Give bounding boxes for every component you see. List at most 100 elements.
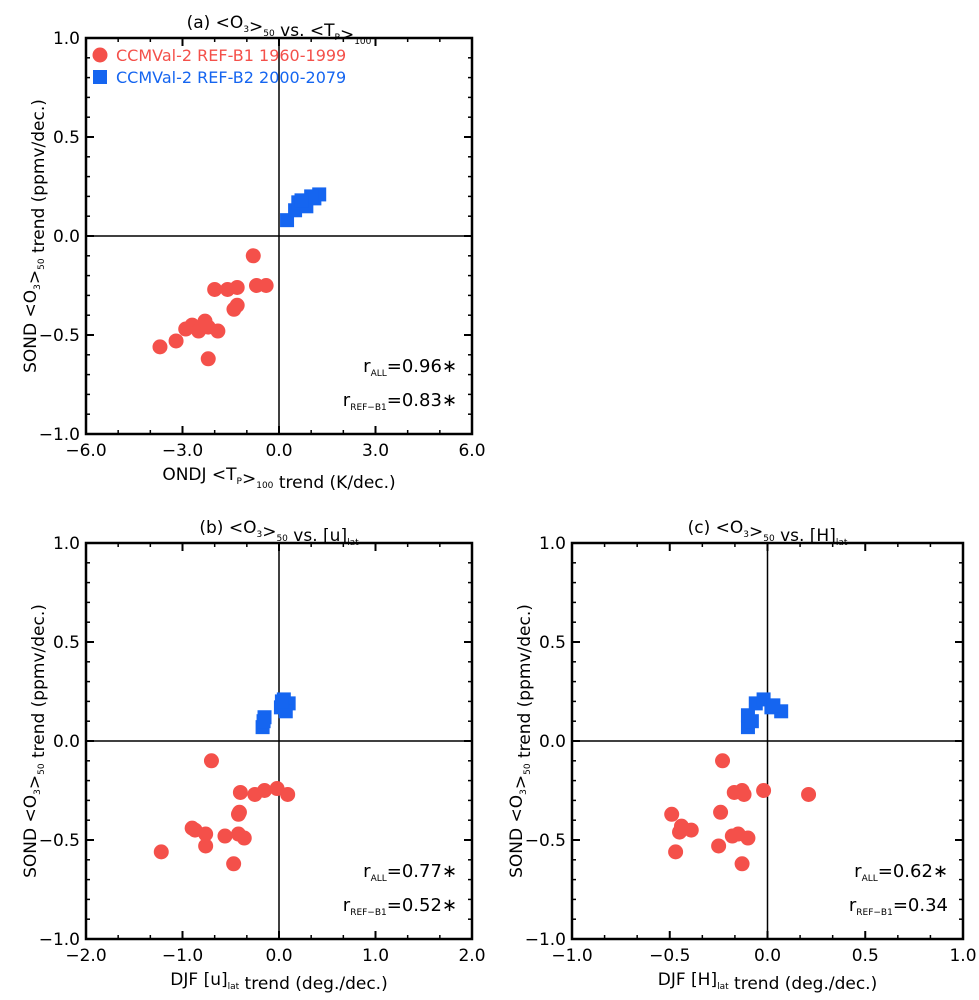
- y-axis-label-a-suffix: trend (ppmv/dec.): [29, 99, 49, 258]
- y-axis-label-b-mid: >: [25, 775, 45, 789]
- x-tick-label: 0.0: [265, 946, 292, 966]
- point-ref-b1: [236, 830, 252, 846]
- point-ref-b1: [217, 828, 233, 844]
- y-axis-label-c-prefix: SOND <O: [507, 795, 527, 878]
- point-ref-b1: [801, 786, 817, 802]
- panel-b: −2.0 −1.0 0.0 1.0 2.0−1.0−0.50.00.51.0(b) <O…: [21, 518, 486, 994]
- x-tick-label: 3.0: [362, 441, 389, 461]
- y-tick-label: −0.5: [525, 831, 566, 851]
- x-axis-label-a-mid: >: [242, 469, 256, 489]
- point-ref-b1: [668, 844, 684, 860]
- chart-title-c-sub1: 3: [743, 530, 749, 540]
- point-ref-b1: [736, 786, 752, 802]
- panel-c: −1.0 −0.5 0.0 0.5 1.0 −1.0 −0.5 0.0 0.5 1.0 (c) <O…: [507, 518, 977, 994]
- chart-title-a-sub1: 3: [243, 25, 249, 35]
- point-ref-b2: [744, 714, 759, 729]
- point-ref-b1: [683, 822, 699, 838]
- chart-title-a-mid2: >: [340, 25, 354, 45]
- y-tick-label: −1.0: [525, 930, 566, 950]
- point-ref-b1: [203, 753, 219, 769]
- legend-label: CCMVal-2 REF-B2 2000-2079: [116, 68, 346, 87]
- stat-0: rALL=0.62∗: [854, 861, 948, 884]
- x-axis-label-b-suffix: trend (deg./dec.): [239, 974, 388, 994]
- chart-title-c-sub2: 50: [763, 534, 775, 544]
- point-ref-b2: [294, 193, 309, 208]
- point-ref-b1: [152, 339, 168, 355]
- chart-title-b-sub1: 3: [256, 530, 262, 540]
- y-axis-label-c-suffix: trend (ppmv/dec.): [515, 604, 535, 763]
- x-axis-label-a-prefix: ONDJ <T: [162, 465, 237, 485]
- y-tick-label: 0.5: [539, 633, 566, 653]
- x-tick-label: 0.5: [852, 946, 879, 966]
- y-tick-label: 1.0: [53, 29, 80, 49]
- chart-title-b-prefix: (b) <O: [199, 518, 256, 538]
- point-ref-b1: [713, 804, 729, 820]
- x-axis-label-a-suffix: trend (K/dec.): [273, 473, 395, 493]
- point-ref-b1: [257, 783, 273, 798]
- x-tick-label: −3.0: [162, 441, 203, 461]
- chart-title-c-mid: >: [749, 522, 763, 542]
- chart-title-b-mid: >: [262, 522, 276, 542]
- y-axis-label-b-prefix: SOND <O: [21, 795, 41, 878]
- chart-title-a: (a) <O3>50 vs. <TP>100: [187, 13, 372, 47]
- stat-1: rREF−B1=0.83∗: [343, 390, 457, 413]
- stat-1: rREF−B1=0.34: [849, 895, 948, 918]
- point-ref-b1: [153, 844, 169, 860]
- y-axis-label-c-sub1: 3: [519, 789, 529, 795]
- y-tick-label: 0.0: [539, 732, 566, 752]
- x-tick-label: 0.0: [265, 441, 292, 461]
- x-axis-label-b-prefix: DJF [u]: [170, 970, 227, 990]
- chart-title-a-sub3: P: [335, 33, 341, 43]
- plot-frame: [84, 36, 474, 436]
- chart-title-b-sub3: lat: [347, 538, 359, 548]
- x-tick-label: −1.0: [551, 946, 592, 966]
- point-ref-b1: [198, 826, 214, 842]
- y-axis-label-a-sub2: 50: [37, 258, 47, 270]
- y-tick-label: −0.5: [39, 326, 80, 346]
- x-axis-label-c: DJF [H]lat trend (deg./dec.): [658, 970, 877, 994]
- y-axis-label-c-mid: >: [511, 775, 531, 789]
- stat-0: rALL=0.77∗: [363, 861, 457, 884]
- point-ref-b1: [229, 279, 245, 295]
- y-axis-label-a-prefix: SOND <O: [21, 290, 41, 373]
- x-axis-label-a: ONDJ <TP>100 trend (K/dec.): [162, 465, 395, 493]
- point-ref-b1: [226, 856, 242, 872]
- point-ref-b2: [256, 714, 271, 729]
- x-tick-label: 1.0: [949, 946, 976, 966]
- point-ref-b1: [229, 297, 245, 313]
- point-ref-b1: [245, 248, 261, 264]
- y-axis-label-a-mid: >: [25, 270, 45, 284]
- point-ref-b2: [274, 694, 289, 709]
- x-axis-label-c-prefix: DJF [H]: [658, 970, 717, 990]
- point-ref-b1: [231, 804, 247, 820]
- plot-frame: [84, 541, 474, 941]
- chart-title-a-vs: vs. <T: [275, 21, 335, 41]
- point-ref-b1: [168, 333, 184, 349]
- y-tick-label: −1.0: [39, 930, 80, 950]
- point-ref-b1: [198, 838, 214, 854]
- y-axis-label-b-suffix: trend (ppmv/dec.): [29, 604, 49, 763]
- point-ref-b1: [280, 786, 296, 802]
- y-tick-label: 0.0: [53, 227, 80, 247]
- point-ref-b1: [715, 753, 731, 769]
- point-ref-b1: [258, 278, 274, 293]
- x-tick-label: 1.0: [362, 946, 389, 966]
- y-tick-label: 0.5: [53, 633, 80, 653]
- x-axis-label-b: DJF [u]lat trend (deg./dec.): [170, 970, 387, 994]
- legend-marker-circle: [92, 47, 108, 63]
- x-tick-label: 2.0: [458, 946, 485, 966]
- point-ref-b2: [766, 698, 781, 713]
- y-axis-label-c: SOND <O3>50 trend (ppmv/dec.): [507, 604, 535, 878]
- x-tick-label: −0.5: [649, 946, 690, 966]
- point-ref-b1: [672, 824, 688, 840]
- chart-title-a-prefix: (a) <O: [187, 13, 244, 33]
- x-tick-label: 0.0: [754, 946, 781, 966]
- chart-title-b-sub2: 50: [276, 534, 288, 544]
- x-axis-label-b-sub1: lat: [228, 982, 240, 992]
- y-tick-label: 0.5: [53, 128, 80, 148]
- y-axis-label-a: SOND <O3>50 trend (ppmv/dec.): [21, 99, 49, 373]
- y-axis-label-b-sub2: 50: [37, 763, 47, 775]
- stat-1: rREF−B1=0.52∗: [343, 895, 457, 918]
- point-ref-b1: [200, 351, 216, 367]
